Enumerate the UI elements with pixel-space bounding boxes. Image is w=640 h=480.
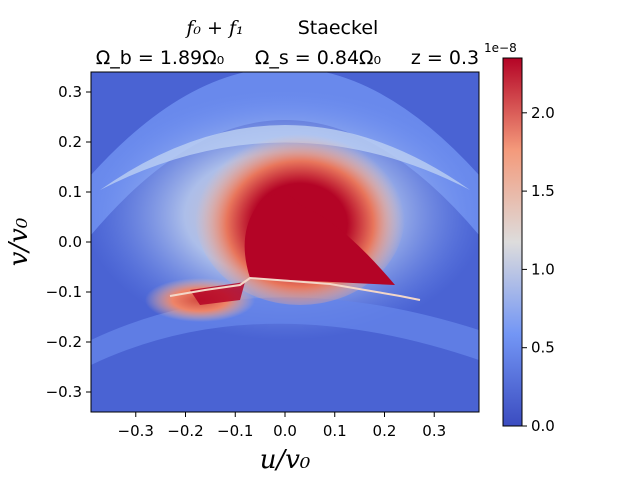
title-omega-s: Ω_s = 0.84Ω₀ (255, 47, 381, 69)
colorbar-frame (502, 57, 523, 427)
title-z: z = 0.3 (411, 47, 479, 69)
x-tick-label: 0.2 (373, 422, 397, 440)
x-tick-label: 0.1 (323, 422, 347, 440)
colorbar-tick-label: 0.0 (531, 417, 555, 435)
y-tick-label: −0.1 (46, 283, 82, 301)
upper-arc (100, 125, 470, 190)
y-axis-label: v/v₀ (4, 217, 34, 266)
colorbar-axis: 0.0 0.5 1.0 1.5 2.0 (522, 104, 555, 435)
colorbar-exponent: 1e−8 (484, 41, 517, 55)
y-tick-label: 0.1 (58, 183, 82, 201)
x-tick-label: −0.2 (167, 422, 203, 440)
y-axis: 0.3 0.2 0.1 0.0 −0.1 −0.2 −0.3 (46, 83, 91, 401)
colorbar-tick-label: 0.5 (531, 339, 555, 357)
x-tick-label: 0.0 (273, 422, 297, 440)
x-axis: −0.3 −0.2 −0.1 0.0 0.1 0.2 0.3 (118, 412, 446, 440)
title-math: f₀ + f₁ (184, 17, 243, 39)
x-tick-label: −0.1 (217, 422, 253, 440)
y-tick-label: −0.3 (46, 383, 82, 401)
y-tick-label: 0.3 (58, 83, 82, 101)
discontinuity-line (169, 276, 421, 301)
colorbar-tick-label: 1.0 (531, 260, 555, 278)
title-omega-b: Ω_b = 1.89Ω₀ (96, 47, 225, 69)
colorbar (503, 58, 522, 426)
y-tick-label: 0.2 (58, 133, 82, 151)
saturated-core (244, 193, 395, 285)
x-tick-label: 0.3 (422, 422, 446, 440)
y-tick-label: −0.2 (46, 333, 82, 351)
title-word: Staeckel (298, 17, 379, 39)
lower-lobe-core (190, 282, 245, 305)
y-tick-label: 0.0 (58, 233, 82, 251)
heatmap (91, 72, 479, 412)
colorbar-tick-label: 1.5 (531, 182, 555, 200)
x-axis-label: u/v₀ (260, 445, 311, 475)
colorbar-tick-label: 2.0 (531, 104, 555, 122)
x-tick-label: −0.3 (118, 422, 154, 440)
